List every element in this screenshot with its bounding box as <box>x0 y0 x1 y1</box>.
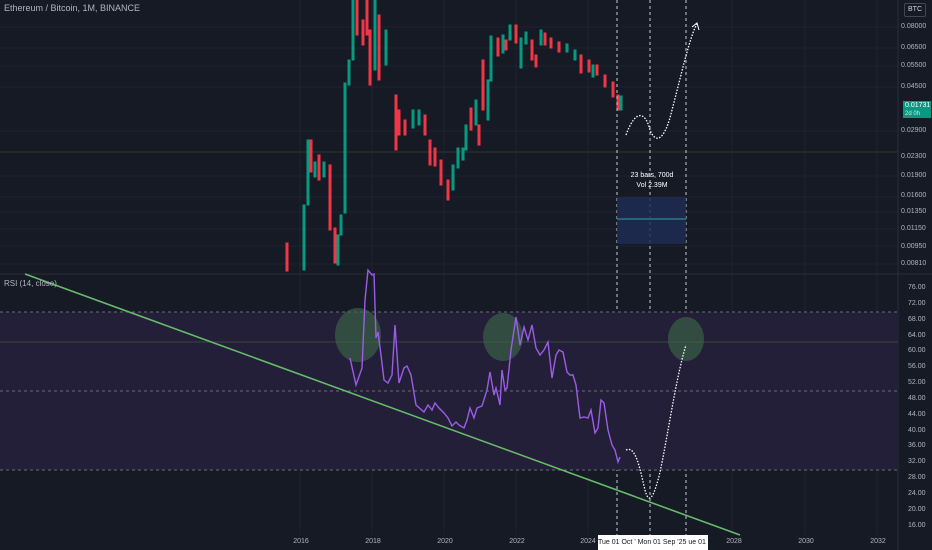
y-label: 68.00 <box>908 316 926 323</box>
y-label: 0.01600 <box>901 192 927 199</box>
rsi-projection-path <box>625 344 687 499</box>
y-label: 36.00 <box>908 442 926 449</box>
measure-box[interactable] <box>617 197 686 244</box>
rsi-band <box>0 312 898 470</box>
arrow-head-icon <box>691 22 700 31</box>
y-label: 40.00 <box>908 427 926 434</box>
x-label: 2020 <box>437 538 453 545</box>
rsi-highlight-circles <box>335 308 704 362</box>
crosshair-date-labels: Tue 01 Oct ' Mon 01 Sep '25 ue 01 Sep '2… <box>598 535 708 550</box>
bar-countdown: 2d 0h <box>905 111 921 117</box>
last-price: 0.01731 <box>905 102 931 109</box>
y-label: 44.00 <box>908 411 926 418</box>
y-label: 56.00 <box>908 363 926 370</box>
symbol-title[interactable]: Ethereum / Bitcoin, 1M, BINANCE <box>4 3 141 13</box>
x-label: 2024 <box>580 538 596 545</box>
y-label: 20.00 <box>908 506 926 513</box>
x-label: 2028 <box>726 538 742 545</box>
y-label: 0.01350 <box>901 208 927 215</box>
x-label: 2022 <box>509 538 525 545</box>
currency-badge[interactable]: BTC <box>904 3 926 17</box>
y-label: 0.02900 <box>901 127 927 134</box>
x-label: 2016 <box>293 538 309 545</box>
y-label: 0.04500 <box>901 83 927 90</box>
x-label: 2018 <box>365 538 381 545</box>
y-label: 0.05500 <box>901 62 927 69</box>
x-label: 2032 <box>870 538 886 545</box>
x-label: 2030 <box>798 538 814 545</box>
y-label: 0.01900 <box>901 172 927 179</box>
y-label: 52.00 <box>908 379 926 386</box>
y-label: 32.00 <box>908 458 926 465</box>
y-label: 0.01150 <box>901 225 926 232</box>
y-label: 0.08000 <box>901 23 927 30</box>
measure-vol-label: Vol 2.39M <box>636 182 668 189</box>
price-projection-path <box>625 23 698 139</box>
y-label: 72.00 <box>908 300 926 307</box>
y-label: 0.02300 <box>901 153 927 160</box>
y-label: 0.06500 <box>901 44 927 51</box>
y-label: 48.00 <box>908 395 926 402</box>
y-label: 28.00 <box>908 474 926 481</box>
y-label: 24.00 <box>908 490 926 497</box>
y-label: 0.00810 <box>901 260 927 267</box>
last-price-tag: 0.01731 2d 0h <box>903 101 931 118</box>
rsi-trendline[interactable] <box>24 273 741 536</box>
candlesticks <box>285 0 623 272</box>
y-label: 0.00950 <box>901 243 927 250</box>
rsi-title[interactable]: RSI (14, close) <box>4 279 57 288</box>
rsi-line <box>349 268 621 465</box>
y-label: 76.00 <box>908 284 926 291</box>
y-label: 60.00 <box>908 347 926 354</box>
y-label: 64.00 <box>908 332 926 339</box>
y-label: 16.00 <box>908 522 926 529</box>
measure-bars-label: 23 bars, 700d <box>630 172 674 179</box>
